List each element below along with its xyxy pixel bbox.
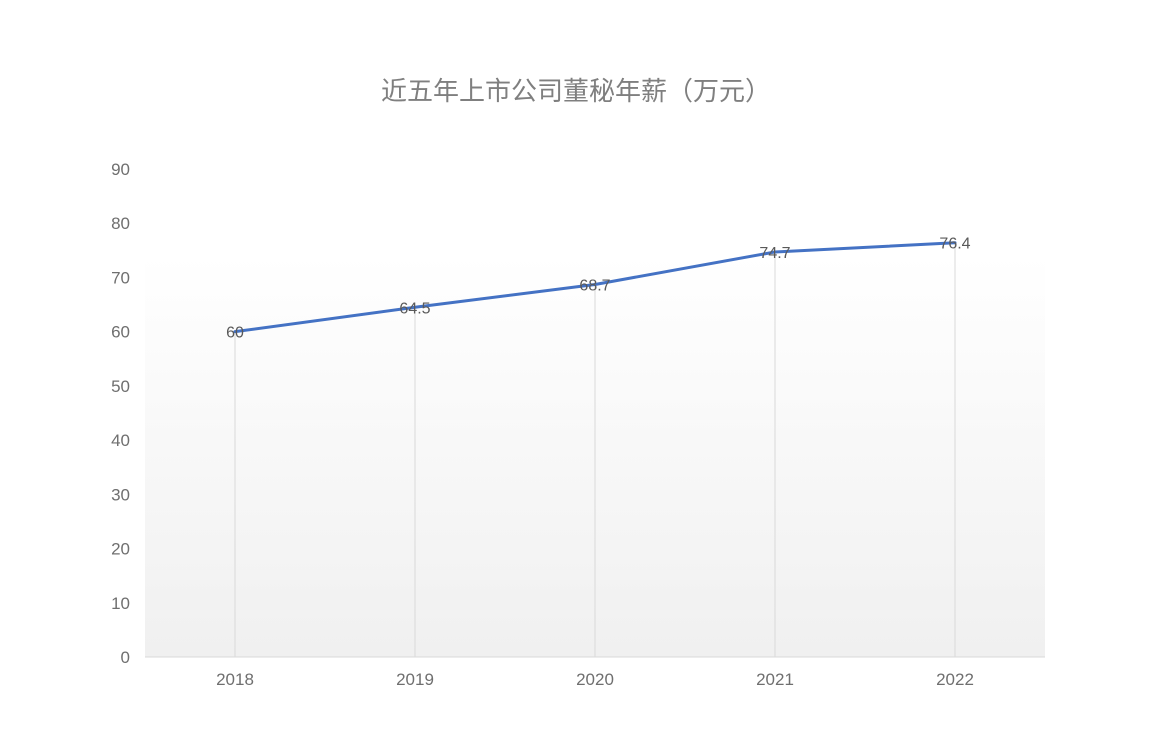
y-tick-label: 30: [111, 485, 130, 504]
x-tick-label: 2018: [216, 670, 254, 689]
x-axis-tick-labels: 2018 2019 2020 2021 2022: [216, 670, 974, 689]
x-tick-label: 2022: [936, 670, 974, 689]
data-label: 76.4: [939, 236, 970, 253]
y-tick-label: 10: [111, 594, 130, 613]
y-tick-label: 20: [111, 540, 130, 559]
data-label: 74.7: [759, 245, 790, 262]
y-tick-label: 80: [111, 214, 130, 233]
y-tick-label: 0: [121, 648, 130, 667]
series-line-group: [233, 241, 957, 334]
y-tick-label: 40: [111, 431, 130, 450]
data-label: 64.5: [399, 300, 430, 317]
data-label: 60: [226, 325, 244, 342]
y-axis-tick-labels: 0 10 20 30 40 50 60 70 80 90: [111, 160, 130, 667]
x-tick-label: 2021: [756, 670, 794, 689]
y-tick-label: 90: [111, 160, 130, 179]
y-tick-label: 50: [111, 377, 130, 396]
data-label: 68.7: [579, 277, 610, 294]
grid-lines: [234, 242, 956, 657]
chart-title: 近五年上市公司董秘年薪（万元）: [381, 77, 771, 107]
x-tick-label: 2020: [576, 670, 614, 689]
x-tick-label: 2019: [396, 670, 434, 689]
y-tick-label: 60: [111, 323, 130, 342]
series-line: [233, 241, 957, 334]
data-labels: 60 64.5 68.7 74.7 76.4: [226, 236, 971, 342]
y-tick-label: 70: [111, 268, 130, 287]
